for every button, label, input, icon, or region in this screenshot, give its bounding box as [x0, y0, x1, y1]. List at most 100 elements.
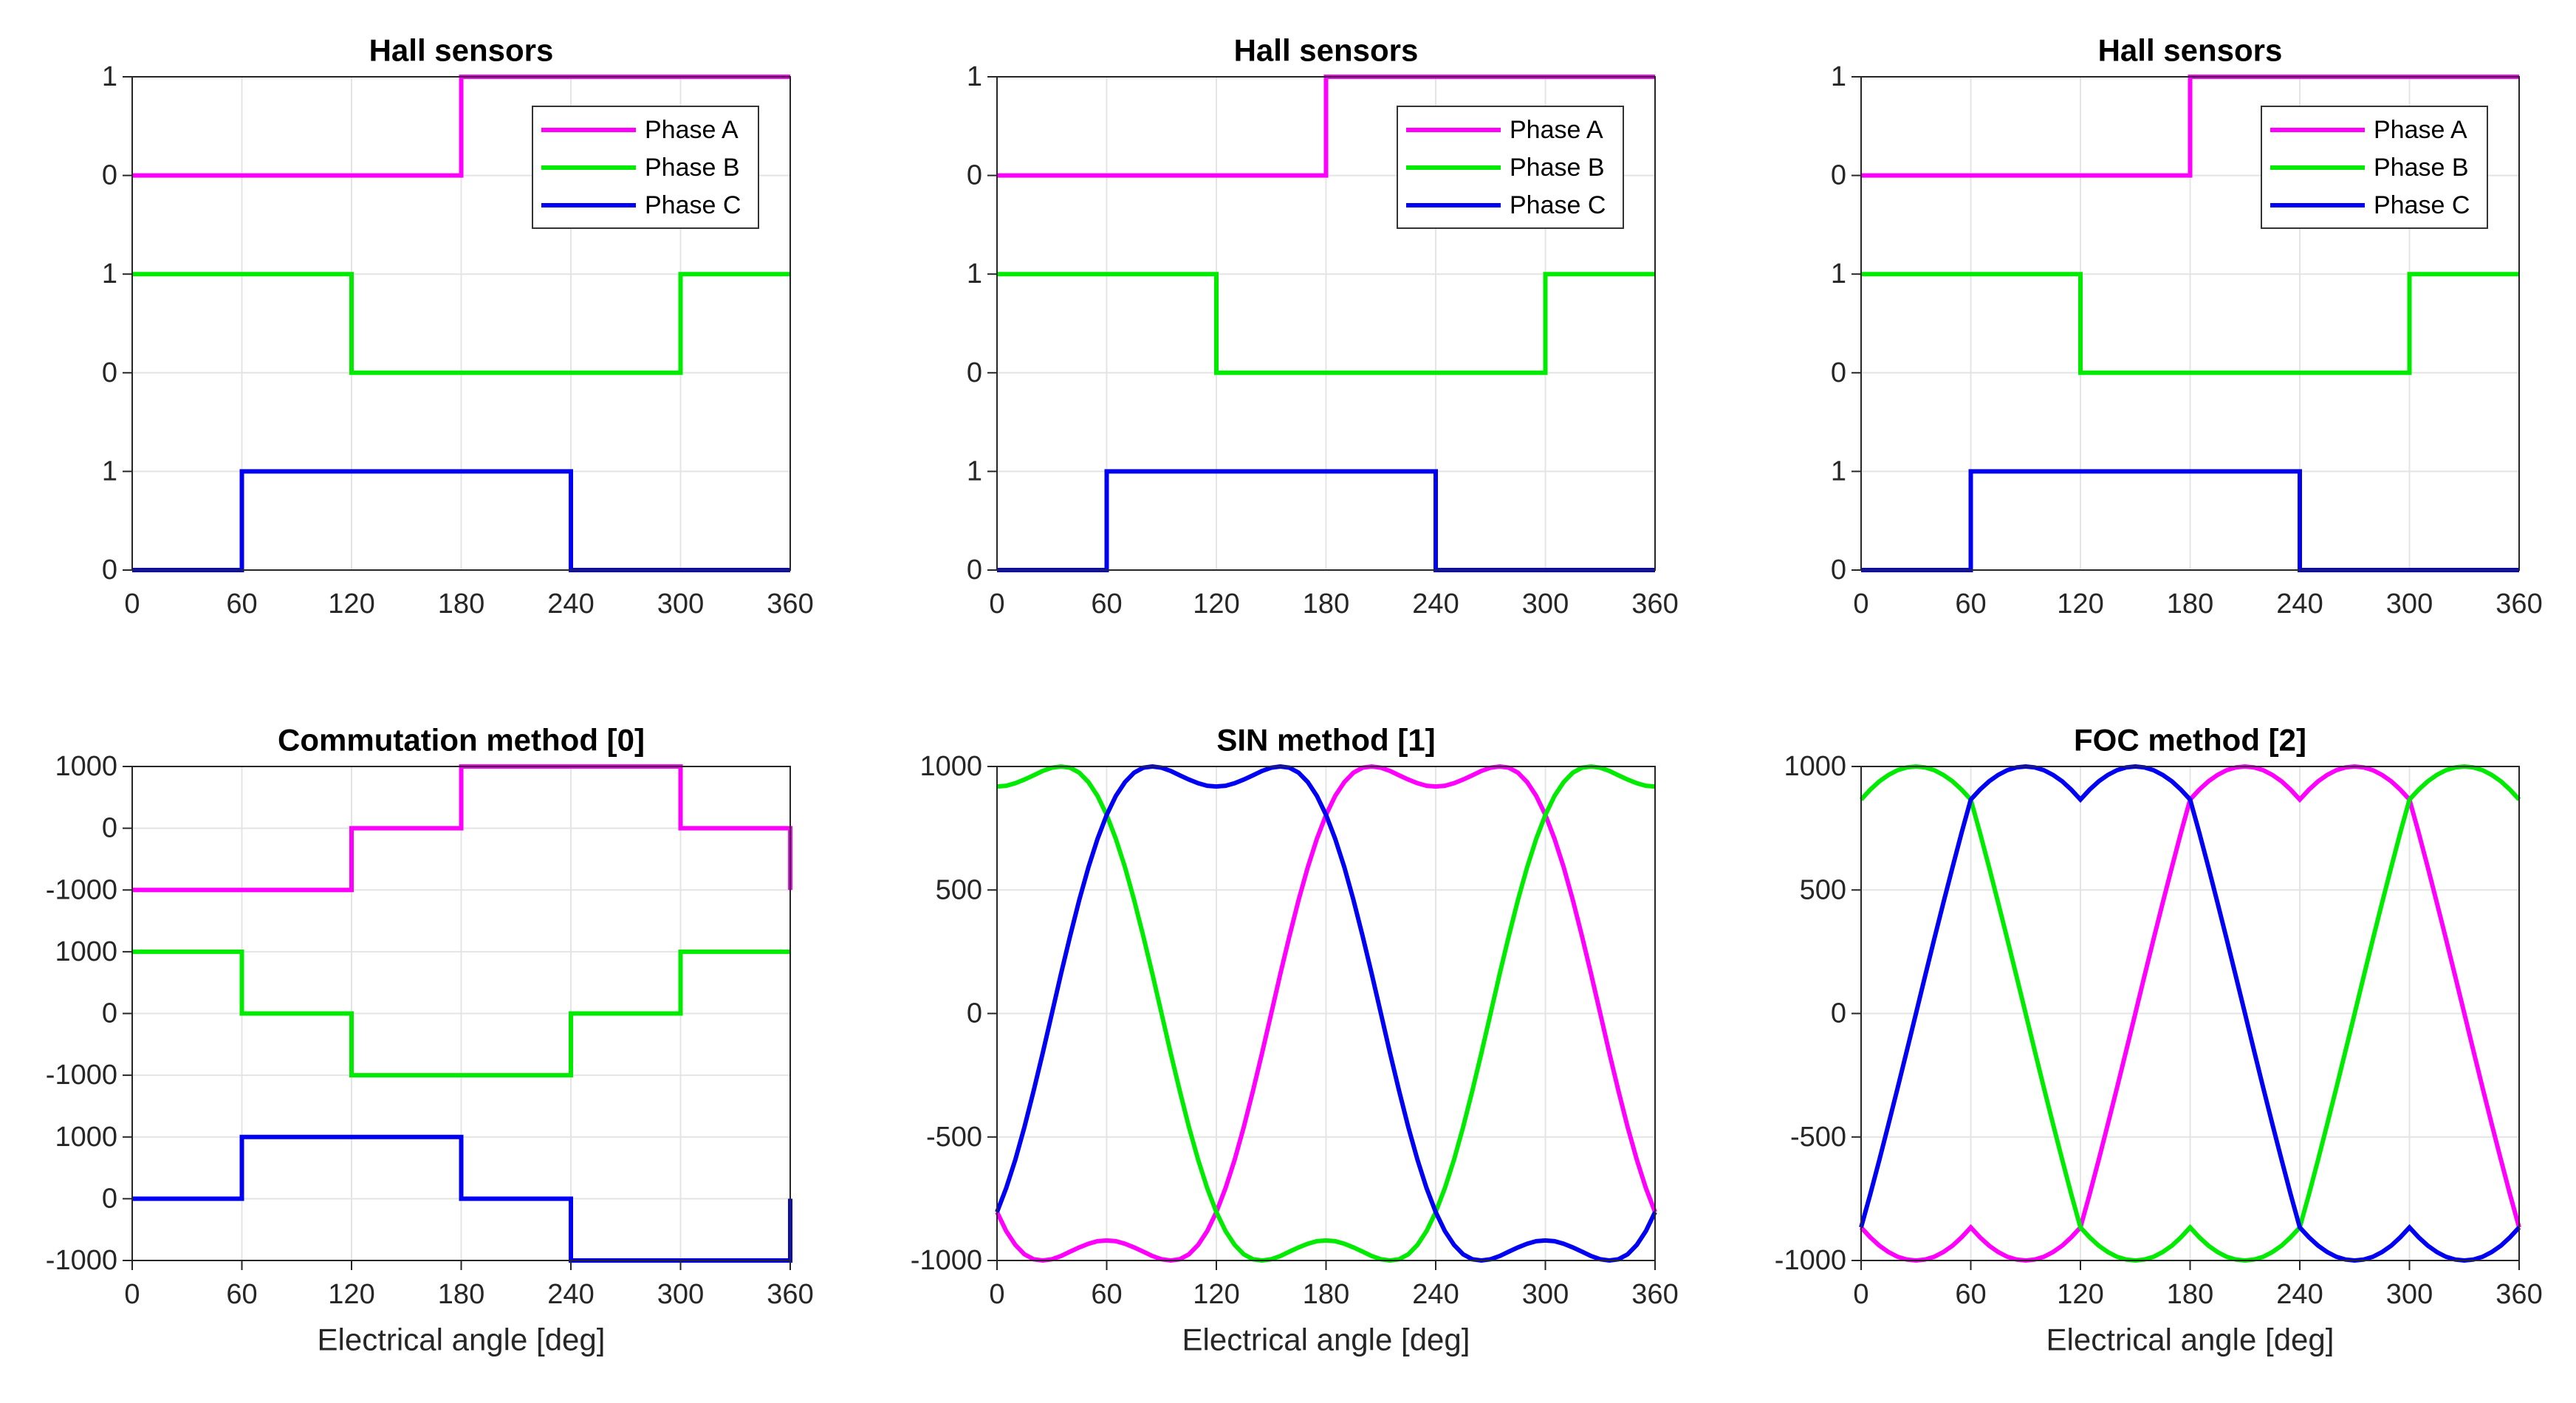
y-tick-label: 0 [1831, 555, 1846, 586]
x-tick-label: 300 [2386, 1279, 2433, 1310]
phase-b-trace [997, 272, 1655, 375]
x-tick-label: 60 [226, 589, 257, 620]
y-tick-label: 1 [967, 258, 982, 289]
y-tick-label: -1000 [46, 874, 117, 905]
y-tick-label: 1000 [55, 936, 117, 967]
chart-title: FOC method [2] [2074, 723, 2306, 758]
x-tick-label: 180 [438, 1279, 484, 1310]
x-tick-label: 300 [2386, 589, 2433, 620]
tick-marks [987, 766, 1656, 1270]
y-tick-label: 0 [102, 357, 117, 388]
axes-box [996, 76, 1656, 571]
x-tick-label: 300 [1522, 589, 1569, 620]
y-tick-label: 0 [967, 998, 982, 1029]
x-tick-label: 180 [1303, 589, 1349, 620]
grid [997, 766, 1655, 1260]
chart-title: SIN method [1] [1216, 723, 1435, 758]
legend-phase-b-label: Phase B [2374, 154, 2469, 182]
y-tick-label: 0 [102, 998, 117, 1029]
legend: Phase A Phase B Phase C [1397, 106, 1624, 229]
x-tick-label: 240 [1412, 1279, 1459, 1310]
y-tick-label: 1 [102, 456, 117, 487]
y-tick-label: 0 [1831, 357, 1846, 388]
x-tick-label: 240 [1412, 589, 1459, 620]
x-tick-label: 0 [1853, 589, 1868, 620]
x-tick-label: 240 [547, 589, 594, 620]
x-tick-label: 0 [124, 1279, 140, 1310]
tick-marks [123, 766, 791, 1270]
y-tick-label: 1 [967, 61, 982, 92]
grid [1861, 766, 2519, 1260]
x-tick-label: 120 [1193, 589, 1239, 620]
y-tick-label: 0 [102, 555, 117, 586]
y-tick-label: 0 [102, 1183, 117, 1214]
x-tick-label: 360 [2496, 1279, 2542, 1310]
y-tick-label: -1000 [46, 1060, 117, 1091]
x-tick-label: 240 [2276, 589, 2323, 620]
subplot-hall-sensors-2: 1 0 1 0 1 0 0 60 120 180 240 300 360 Hall sensors Phas… [886, 10, 1699, 696]
chart-title: Hall sensors [2098, 33, 2283, 68]
tick-marks [123, 76, 132, 571]
y-tick-label: -500 [1790, 1122, 1846, 1153]
subplot-hall-sensors-3: 1 0 1 0 1 0 0 60 120 180 240 300 360 Hall sensors Phas… [1750, 10, 2563, 696]
chart-title: Hall sensors [1234, 33, 1419, 68]
x-tick-label: 120 [2057, 589, 2103, 620]
x-tick-label: 360 [767, 1279, 813, 1310]
subplot-commutation-method: 1000 0 -1000 1000 0 -1000 1000 0 -1000 0 60 120 180 2… [21, 700, 835, 1386]
legend-phase-a-label: Phase A [1510, 116, 1603, 144]
y-tick-label: 500 [936, 874, 982, 905]
y-tick-label: 0 [967, 555, 982, 586]
y-tick-label: 1000 [919, 751, 982, 782]
x-axis-label: Electrical angle [deg] [318, 1323, 606, 1357]
traces [995, 764, 1657, 1263]
tick-marks [987, 76, 997, 571]
traces [1859, 764, 2521, 1263]
x-tick-label: 360 [767, 589, 813, 620]
y-tick-label: 1 [102, 258, 117, 289]
y-tick-label: 500 [1800, 874, 1846, 905]
x-tick-label: 0 [124, 589, 140, 620]
x-tick-label: 180 [1303, 1279, 1349, 1310]
x-tick-label: 120 [2057, 1279, 2103, 1310]
phase-b-trace [1861, 272, 2519, 375]
x-axis-label: Electrical angle [deg] [1182, 1323, 1470, 1357]
subplot-sin-method: 1000 500 0 -500 -1000 0 60 120 180 240 300 360 SIN m… [886, 700, 1699, 1386]
x-tick-label: 240 [547, 1279, 594, 1310]
x-tick-label: 120 [1193, 1279, 1239, 1310]
x-tick-label: 180 [438, 589, 484, 620]
y-tick-label: 1 [1831, 456, 1846, 487]
x-tick-label: 0 [989, 1279, 1004, 1310]
subplot-hall-sensors-1: 1 0 1 0 1 0 0 60 120 180 240 300 360 Hall sensors Phas… [21, 10, 835, 696]
y-tick-label: 0 [102, 813, 117, 844]
tick-marks [1852, 766, 2520, 1270]
legend-phase-a-label: Phase A [2374, 116, 2467, 144]
y-tick-label: 0 [102, 160, 117, 191]
legend-phase-c-label: Phase C [645, 191, 741, 219]
chart-title: Commutation method [0] [278, 723, 645, 758]
legend-phase-b-label: Phase B [1510, 154, 1605, 182]
legend-phase-b-label: Phase B [645, 154, 740, 182]
y-tick-label: 1 [1831, 258, 1846, 289]
axes-box [131, 76, 791, 571]
y-tick-label: 1 [102, 61, 117, 92]
y-tick-label: 0 [1831, 160, 1846, 191]
legend-phase-a-label: Phase A [645, 116, 739, 144]
y-tick-label: 0 [967, 160, 982, 191]
y-tick-label: 0 [1831, 998, 1846, 1029]
y-tick-label: 1 [967, 456, 982, 487]
legend: Phase A Phase B Phase C [2261, 106, 2488, 229]
x-tick-label: 60 [1955, 589, 1986, 620]
x-tick-label: 0 [989, 589, 1004, 620]
phase-b-trace [132, 949, 790, 1078]
